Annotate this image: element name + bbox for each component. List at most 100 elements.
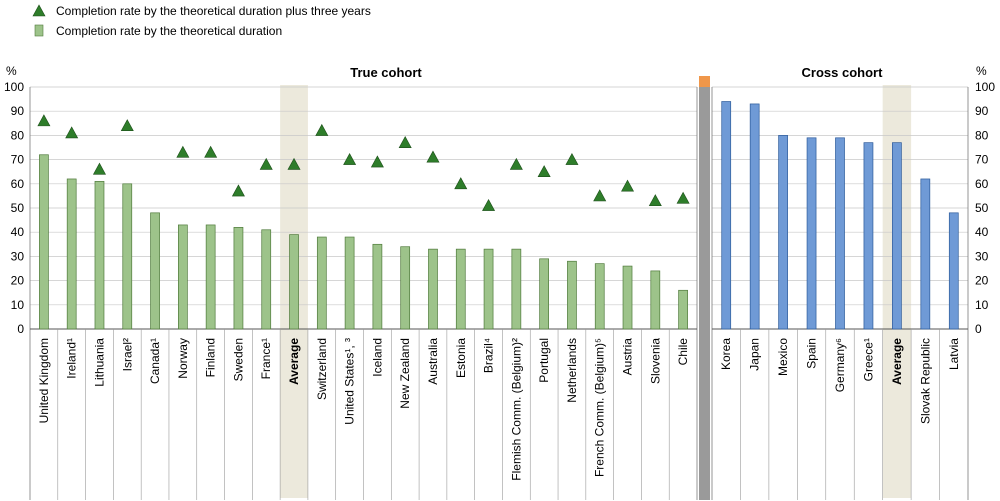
triangle-marker-estonia	[454, 177, 468, 190]
bar-average	[289, 234, 299, 330]
category-label-mexico: Mexico	[776, 338, 790, 376]
y-tick-left-0: 0	[17, 322, 24, 336]
bar-new-zealand	[400, 246, 411, 330]
category-label-new-zealand: New Zealand	[398, 338, 412, 409]
y-tick-left-40: 40	[11, 225, 25, 239]
legend-triangle-marker	[32, 4, 46, 17]
y-tick-right-60: 60	[975, 177, 989, 191]
legend-triangle-label: Completion rate by the theoretical durat…	[56, 4, 371, 18]
category-label-latvia: Latvia	[947, 338, 961, 370]
category-label-average: Average	[890, 338, 904, 385]
category-label-sweden: Sweden	[231, 338, 245, 381]
category-label-brazil4: Brazil⁴	[482, 338, 496, 373]
category-label-slovak-republic: Slovak Republic	[918, 338, 932, 424]
triangle-marker-lithuania	[92, 162, 106, 175]
bar-japan	[749, 103, 760, 330]
triangle-marker-ireland1	[65, 126, 79, 139]
bar-latvia	[948, 212, 959, 330]
bar-portugal	[539, 258, 549, 330]
y-tick-right-80: 80	[975, 128, 989, 142]
category-label-french-comm-belgium-5: French Comm. (Belgium)⁵	[593, 338, 607, 477]
y-tick-left-50: 50	[11, 201, 25, 215]
bar-canada1	[150, 212, 160, 330]
triangle-marker-chile	[676, 191, 690, 204]
y-tick-right-10: 10	[975, 298, 989, 312]
plot-area: 0 0 10 10 20 20 30 30 40 40 50 50 60 60 70 70 80 80 90 90 10…	[4, 76, 995, 500]
legend-bar-label: Completion rate by the theoretical durat…	[56, 24, 282, 38]
y-tick-right-20: 20	[975, 274, 989, 288]
y-tick-right-40: 40	[975, 225, 989, 239]
category-label-average: Average	[287, 338, 301, 385]
bar-netherlands	[567, 260, 577, 330]
bar-norway	[178, 224, 188, 330]
bar-spain	[806, 137, 817, 330]
triangle-marker-australia	[426, 150, 440, 163]
bar-slovenia	[650, 270, 661, 330]
bar-united-states1-3	[344, 236, 355, 330]
cohort-separator-cap	[699, 76, 710, 87]
y-tick-right-70: 70	[975, 153, 989, 167]
bar-united-kingdom	[39, 154, 49, 330]
category-label-estonia: Estonia	[454, 338, 468, 378]
y-tick-right-0: 0	[975, 322, 982, 336]
y-tick-left-20: 20	[11, 274, 25, 288]
triangle-marker-sweden	[231, 184, 245, 197]
bar-flemish-comm-belgium-2	[511, 248, 522, 330]
category-label-austria: Austria	[621, 338, 635, 376]
category-label-france1: France¹	[259, 338, 273, 379]
category-label-spain: Spain	[805, 338, 819, 369]
category-label-australia: Australia	[426, 338, 440, 385]
y-tick-right-50: 50	[975, 201, 989, 215]
category-label-ireland1: Ireland¹	[65, 338, 79, 379]
panel-title-cross-cohort: Cross cohort	[802, 65, 884, 80]
bar-sweden	[233, 227, 244, 330]
category-label-canada1: Canada¹	[148, 338, 162, 384]
y-tick-left-10: 10	[11, 298, 25, 312]
y-tick-left-70: 70	[11, 153, 25, 167]
category-label-korea: Korea	[719, 338, 733, 370]
category-label-portugal: Portugal	[537, 338, 551, 383]
category-label-switzerland: Switzerland	[315, 338, 329, 400]
bar-korea	[721, 101, 732, 330]
y-tick-right-90: 90	[975, 104, 989, 118]
triangle-marker-israel2	[120, 119, 134, 132]
bar-estonia	[455, 248, 466, 330]
triangle-marker-austria	[621, 179, 635, 192]
category-label-united-states1-3: United States¹, ³	[343, 338, 357, 425]
bar-germany6	[835, 137, 845, 330]
triangle-marker-netherlands	[565, 152, 579, 165]
bar-chile	[678, 289, 688, 330]
y-tick-left-80: 80	[11, 128, 25, 142]
triangle-marker-united-kingdom	[37, 114, 51, 127]
bar-france1	[261, 229, 272, 330]
category-label-lithuania: Lithuania	[92, 338, 106, 387]
right-axis-unit: %	[976, 64, 987, 78]
category-label-norway: Norway	[176, 338, 190, 379]
category-label-chile: Chile	[676, 338, 690, 366]
triangle-marker-norway	[176, 145, 190, 158]
category-label-israel2: Israel²	[120, 338, 134, 371]
category-label-greece1: Greece¹	[861, 338, 875, 381]
panel-title-true-cohort: True cohort	[350, 65, 422, 80]
triangle-marker-slovenia	[648, 194, 662, 207]
triangle-marker-average	[287, 157, 301, 170]
y-tick-left-30: 30	[11, 249, 25, 263]
bar-finland	[205, 224, 216, 330]
triangle-marker-switzerland	[315, 123, 329, 136]
triangle-marker-flemish-comm-belgium-2	[509, 157, 523, 170]
cohort-separator	[699, 87, 710, 500]
triangle-marker-united-states1-3	[343, 152, 357, 165]
bar-israel2	[122, 183, 133, 330]
y-tick-left-90: 90	[11, 104, 25, 118]
bar-brazil4	[483, 248, 494, 330]
bar-switzerland	[316, 236, 327, 330]
bar-australia	[428, 248, 438, 330]
bar-greece1	[863, 142, 874, 330]
bar-french-comm-belgium-5	[594, 263, 605, 330]
category-label-flemish-comm-belgium-2: Flemish Comm. (Belgium)²	[509, 338, 523, 481]
bar-iceland	[372, 243, 383, 330]
category-label-japan: Japan	[748, 338, 762, 371]
bar-ireland1	[66, 178, 77, 330]
category-label-slovenia: Slovenia	[648, 338, 662, 384]
